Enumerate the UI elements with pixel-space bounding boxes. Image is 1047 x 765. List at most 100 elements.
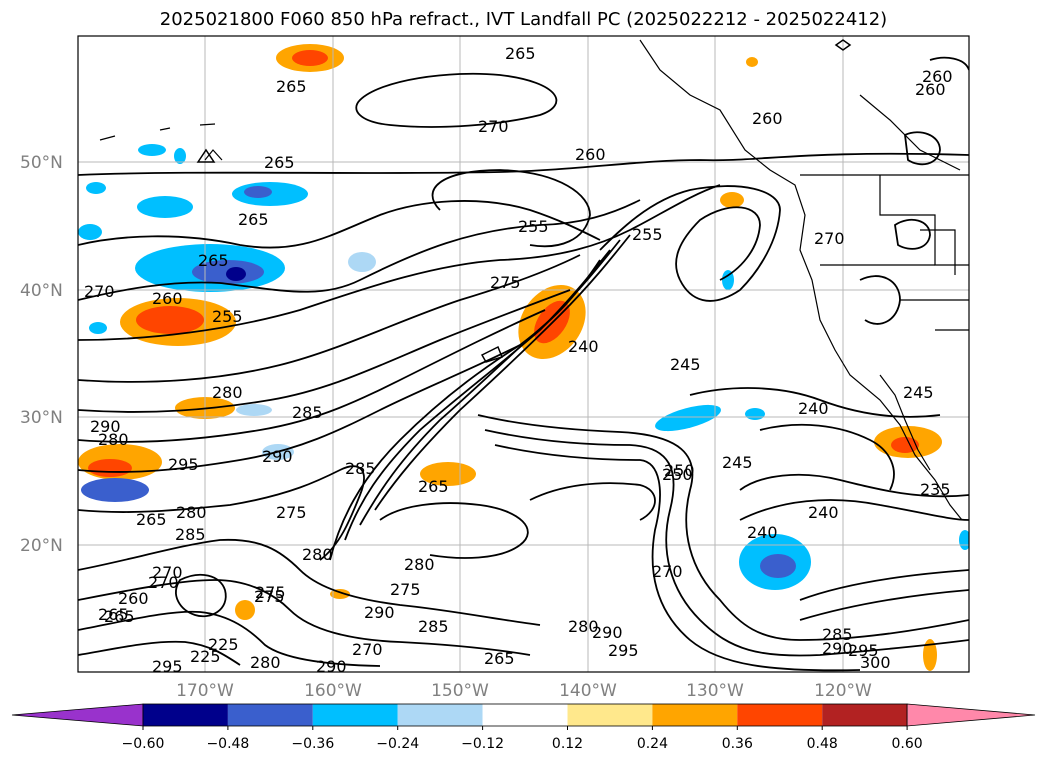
colorbar-segment bbox=[227, 704, 313, 726]
contour-label: 280 bbox=[250, 653, 281, 672]
negative-anomaly-patch bbox=[236, 404, 272, 416]
contour-label: 260 bbox=[575, 145, 606, 164]
colorbar-tick-label: −0.36 bbox=[291, 736, 334, 752]
contour-label: 295 bbox=[168, 455, 199, 474]
contour-label: 270 bbox=[352, 640, 383, 659]
contour-label: 280 bbox=[98, 430, 129, 449]
contour-label: 265 bbox=[238, 210, 269, 229]
lat-label-20n: 20°N bbox=[20, 536, 63, 556]
longitude-labels: 170°W 160°W 150°W 140°W 130°W 120°W bbox=[176, 681, 872, 701]
negative-anomaly-patch bbox=[348, 252, 376, 272]
negative-anomaly-patch bbox=[137, 196, 193, 218]
contour-label: 275 bbox=[254, 587, 285, 606]
refractivity-contours bbox=[78, 56, 969, 672]
positive-anomaly-patch bbox=[891, 437, 919, 453]
contour-label: 270 bbox=[814, 229, 845, 248]
contour-label: 245 bbox=[670, 355, 701, 374]
positive-anomaly-patch bbox=[136, 306, 204, 334]
lon-label-160w: 160°W bbox=[304, 681, 362, 701]
contour-label: 280 bbox=[302, 545, 333, 564]
negative-anomaly-patch bbox=[138, 144, 166, 156]
contour-label: 260 bbox=[118, 589, 149, 608]
contour-label: 280 bbox=[212, 383, 243, 402]
contour-label: 270 bbox=[84, 282, 115, 301]
colorbar-tick-label: −0.48 bbox=[206, 736, 249, 752]
plot-area bbox=[78, 36, 969, 672]
lon-label-140w: 140°W bbox=[559, 681, 617, 701]
contour-label: 285 bbox=[292, 403, 323, 422]
contour-label: 270 bbox=[152, 563, 183, 582]
colorbar-frame bbox=[142, 703, 908, 727]
contour-label: 265 bbox=[505, 44, 536, 63]
contour-label: 290 bbox=[316, 657, 347, 676]
positive-anomaly-patch bbox=[420, 462, 476, 486]
contour-label: 290 bbox=[262, 447, 293, 466]
colorbar-segment bbox=[737, 704, 823, 726]
contour-label: 265 bbox=[98, 605, 129, 624]
contour-label: 290 bbox=[364, 603, 395, 622]
small-contour-markers bbox=[196, 39, 852, 363]
colorbar-segment bbox=[11, 703, 144, 727]
contour-label: 245 bbox=[722, 453, 753, 472]
negative-anomaly-patch bbox=[226, 267, 246, 281]
contour-label: 260 bbox=[922, 67, 953, 86]
contour-label: 250 bbox=[664, 461, 695, 480]
colorbar-tick-label: 0.60 bbox=[892, 736, 923, 752]
colorbar-segment bbox=[652, 704, 738, 726]
negative-anomaly-patch bbox=[745, 408, 765, 420]
positive-anomaly-patch bbox=[235, 600, 255, 620]
lat-label-50n: 50°N bbox=[20, 153, 63, 173]
contour-label: 225 bbox=[208, 635, 239, 654]
lon-label-130w: 130°W bbox=[686, 681, 744, 701]
contour-label: 300 bbox=[860, 653, 891, 672]
contour-label: 270 bbox=[652, 562, 683, 581]
colorbar-tick-label: −0.24 bbox=[376, 736, 419, 752]
contour-label: 250 bbox=[662, 465, 693, 484]
contour-label: 265 bbox=[276, 77, 307, 96]
colorbar-tick-label: 0.36 bbox=[722, 736, 753, 752]
contour-label: 295 bbox=[848, 641, 879, 660]
contour-label: 240 bbox=[568, 337, 599, 356]
lat-label-40n: 40°N bbox=[20, 281, 63, 301]
contour-label: 285 bbox=[175, 525, 206, 544]
colorbar-tick-label: −0.12 bbox=[461, 736, 504, 752]
colorbar-segment bbox=[482, 704, 568, 726]
contour-label: 295 bbox=[152, 657, 183, 676]
contour-label: 240 bbox=[747, 523, 778, 542]
negative-anomaly-patch bbox=[89, 322, 107, 334]
contour-labels: 265 270 260 255 275 265 265 265 255 260 … bbox=[84, 44, 953, 676]
contour-label: 265 bbox=[418, 477, 449, 496]
contour-label: 265 bbox=[198, 251, 229, 270]
colorbar-tick-label: 0.48 bbox=[807, 736, 838, 752]
contour-label: 255 bbox=[212, 307, 243, 326]
contour-label: 290 bbox=[90, 417, 121, 436]
lon-label-120w: 120°W bbox=[814, 681, 872, 701]
contour-label: 270 bbox=[478, 117, 509, 136]
negative-anomaly-patch bbox=[244, 186, 272, 198]
contour-label: 275 bbox=[490, 273, 521, 292]
plot-frame bbox=[77, 35, 970, 673]
contour-label: 285 bbox=[345, 459, 376, 478]
lon-label-170w: 170°W bbox=[176, 681, 234, 701]
negative-anomaly-patch bbox=[655, 404, 721, 432]
colorbar-segment bbox=[143, 704, 228, 726]
contour-label: 260 bbox=[152, 289, 183, 308]
contour-label: 240 bbox=[798, 399, 829, 418]
contour-label: 260 bbox=[752, 109, 783, 128]
positive-anomaly-patch bbox=[746, 57, 758, 67]
contour-label: 265 bbox=[104, 607, 135, 626]
contour-label: 255 bbox=[632, 225, 663, 244]
graticule bbox=[78, 36, 969, 672]
positive-anomaly-patch bbox=[720, 192, 744, 208]
lon-label-150w: 150°W bbox=[431, 681, 489, 701]
contour-label: 280 bbox=[176, 503, 207, 522]
contour-label: 265 bbox=[136, 510, 167, 529]
contour-label: 295 bbox=[608, 641, 639, 660]
latitude-labels: 50°N 40°N 30°N 20°N bbox=[20, 153, 63, 556]
contour-label: 285 bbox=[418, 617, 449, 636]
colorbar-segment bbox=[906, 703, 1036, 727]
negative-anomaly-patch bbox=[81, 478, 149, 502]
contour-label: 290 bbox=[592, 623, 623, 642]
coastlines bbox=[99, 39, 969, 521]
lat-label-30n: 30°N bbox=[20, 408, 63, 428]
